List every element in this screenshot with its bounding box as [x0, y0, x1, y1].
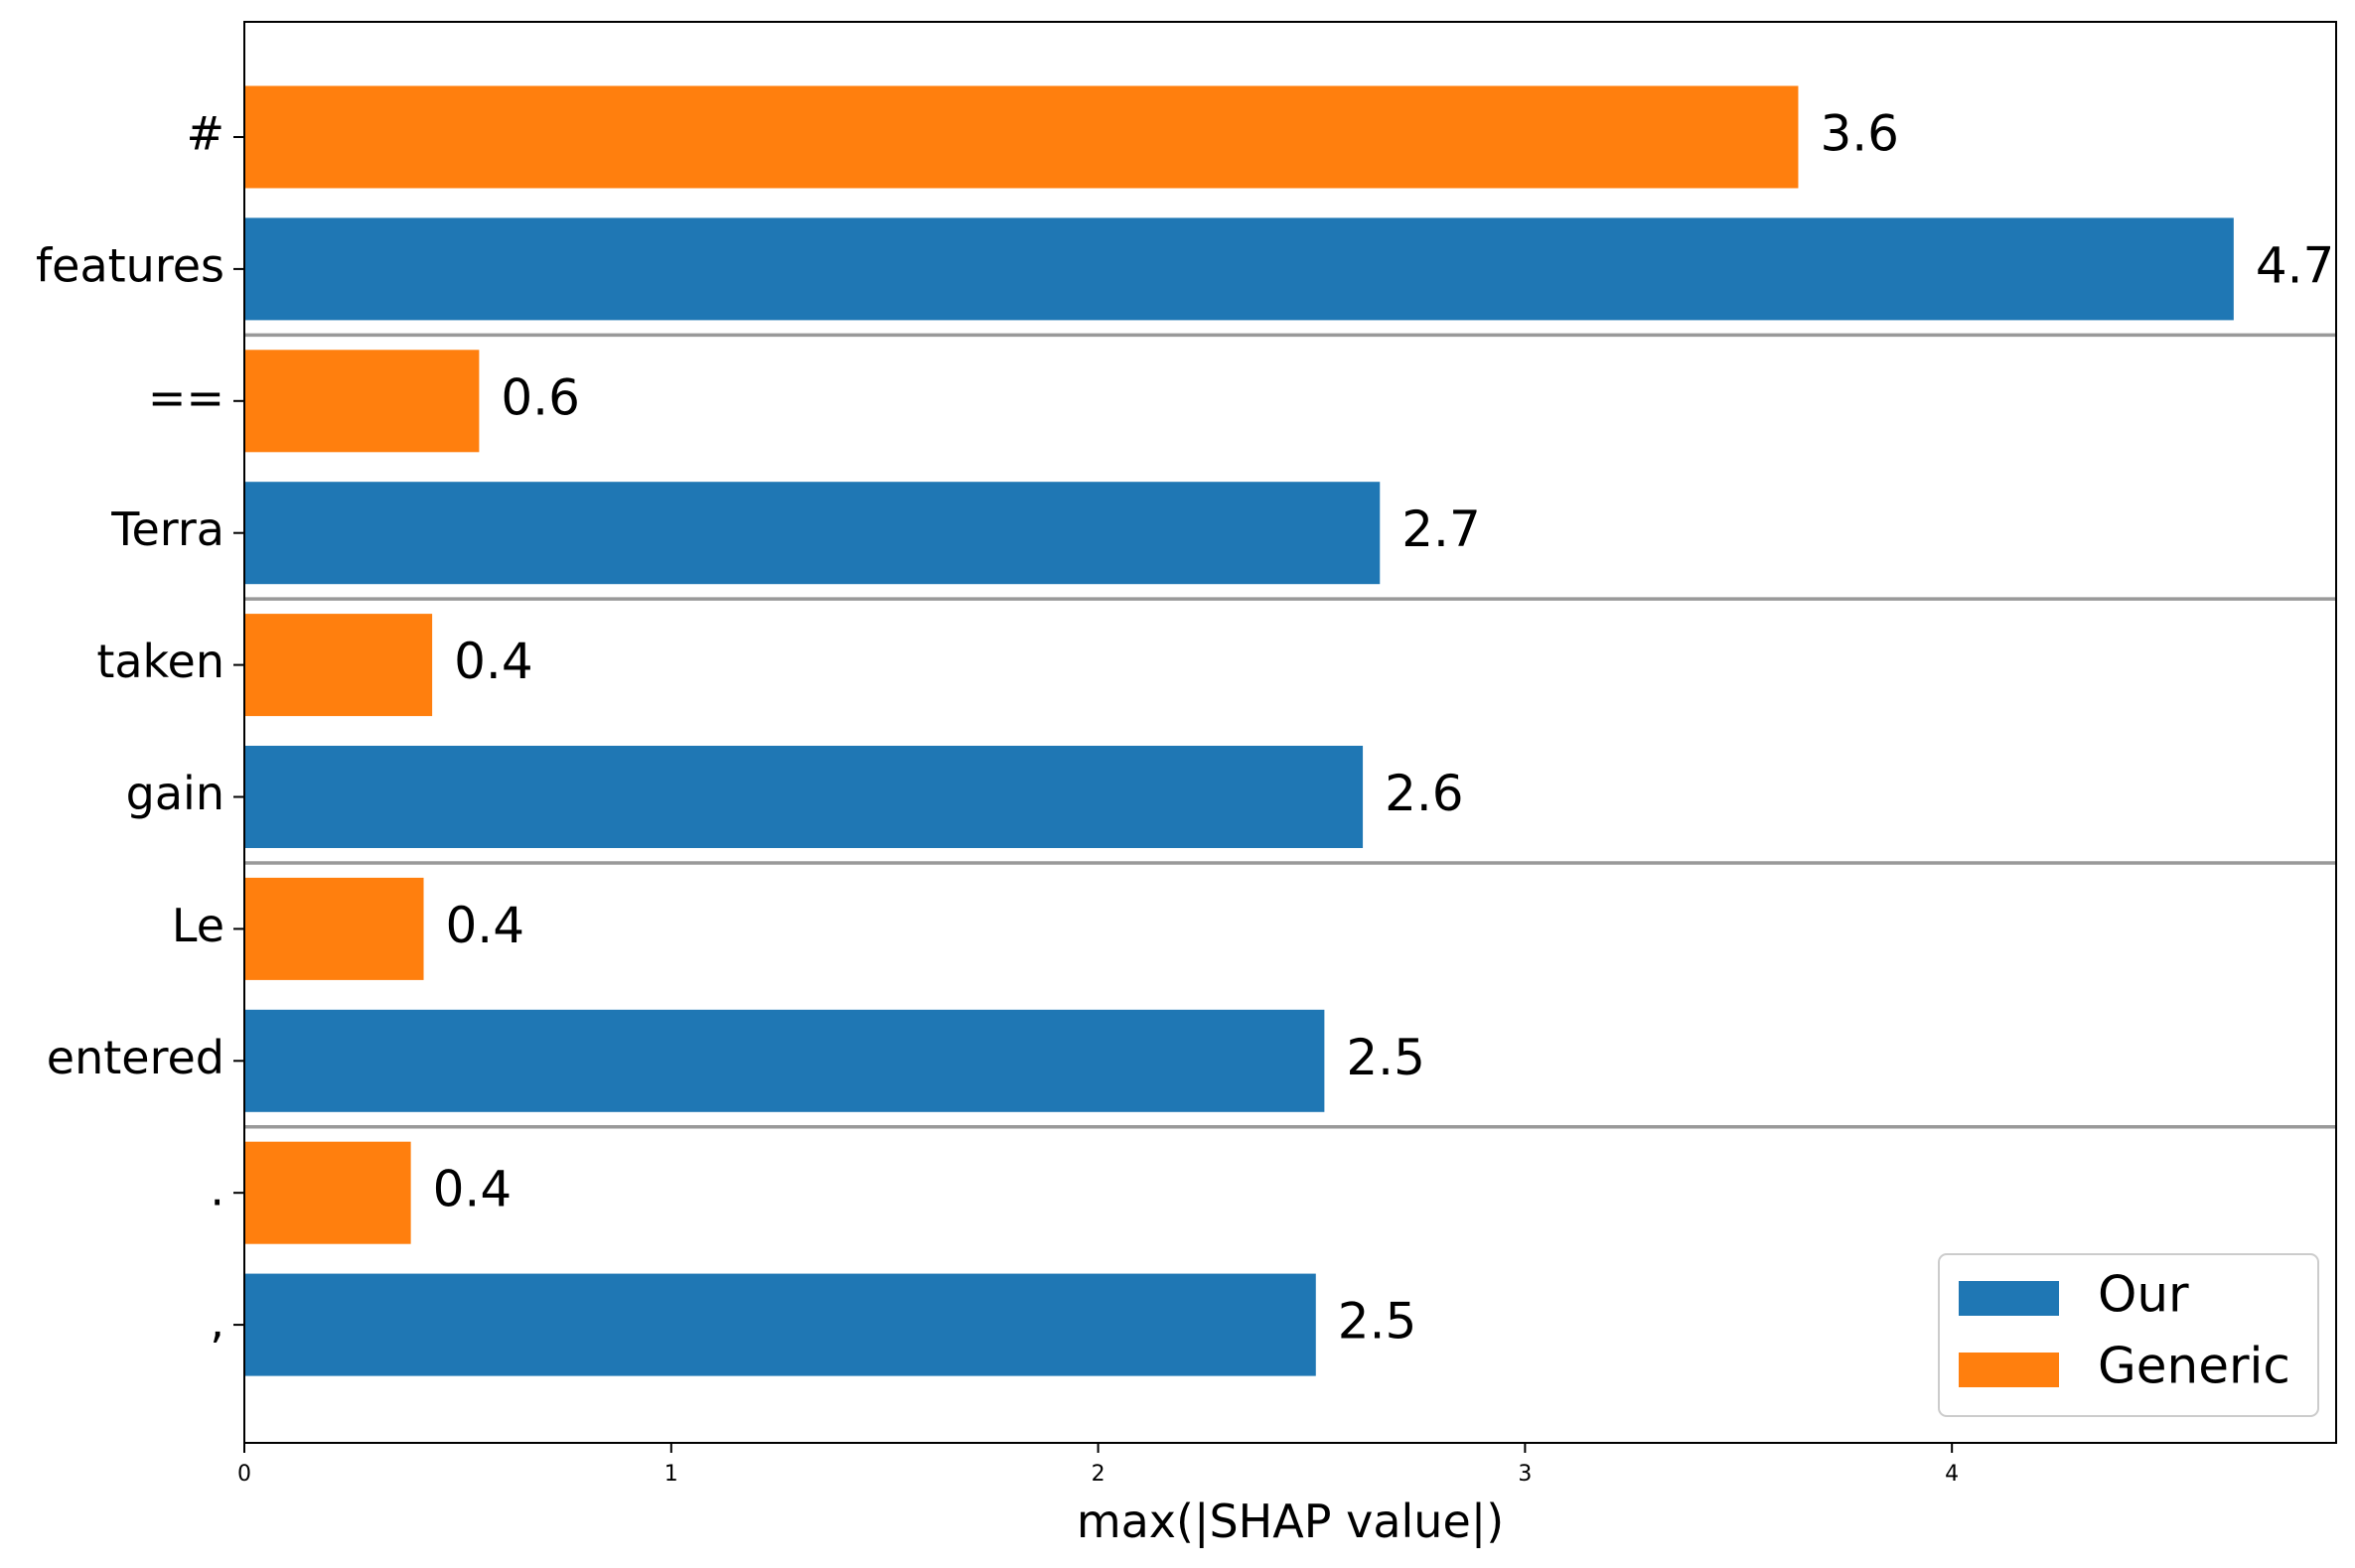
bar-value-label: 2.5 — [1338, 1293, 1417, 1351]
group-separators — [244, 333, 2336, 1129]
x-tick-label: 4 — [1945, 1462, 1959, 1487]
bar-our — [244, 1273, 1316, 1376]
bar-value-label: 4.7 — [2256, 236, 2335, 294]
legend-swatch-generic — [1959, 1353, 2059, 1387]
y-tick-label: gain — [126, 767, 224, 820]
bar-value-label: 0.4 — [454, 633, 533, 690]
bar-value-label: 2.5 — [1346, 1029, 1425, 1086]
bar-our — [244, 217, 2234, 321]
y-tick-label: taken — [96, 635, 224, 688]
bar-generic — [244, 877, 424, 980]
legend-label-generic: Generic — [2098, 1338, 2290, 1395]
y-tick-label: Terra — [110, 502, 224, 556]
y-tick-label: entered — [47, 1031, 224, 1084]
legend-label-our: Our — [2098, 1266, 2189, 1324]
x-axis-ticks: 0 1 2 3 4 — [237, 1443, 1959, 1487]
bar-generic — [244, 85, 1799, 189]
bar-value-label: 0.6 — [501, 368, 580, 426]
y-axis-ticks: # features == Terra taken gain Le entered., — [36, 107, 244, 1349]
bar-our — [244, 746, 1364, 848]
y-tick-label: # — [186, 107, 224, 161]
bar-generic — [244, 350, 480, 453]
x-tick-label: 3 — [1518, 1462, 1532, 1487]
bar-generic — [244, 614, 433, 717]
bar-value-label: 0.4 — [433, 1161, 513, 1218]
bar-value-label: 3.6 — [1820, 105, 1899, 163]
y-tick-label: . — [210, 1163, 224, 1216]
bar-value-label: 2.6 — [1385, 765, 1464, 822]
x-tick-label: 2 — [1092, 1462, 1105, 1487]
bar-generic — [244, 1141, 411, 1244]
x-axis-label: max(|SHAP value|) — [1077, 1495, 1504, 1549]
y-tick-label: Le — [172, 899, 224, 952]
plot-frame — [243, 21, 2337, 1444]
y-tick-label: , — [210, 1295, 224, 1349]
x-tick-label: 0 — [237, 1462, 251, 1487]
bars-layer: 3.6 4.7 0.6 2.7 0.4 2.6 0.4 2.5 0.4 2.5 — [244, 85, 2335, 1376]
x-tick-label: 1 — [664, 1462, 678, 1487]
legend: Our Generic — [1938, 1253, 2319, 1417]
y-tick-label: features — [36, 238, 224, 292]
y-tick-label: == — [148, 370, 224, 424]
bar-value-label: 0.4 — [446, 897, 525, 954]
bar-value-label: 2.7 — [1401, 500, 1481, 558]
legend-swatch-our — [1959, 1281, 2059, 1316]
bar-our — [244, 1009, 1325, 1112]
bar-our — [244, 482, 1381, 585]
